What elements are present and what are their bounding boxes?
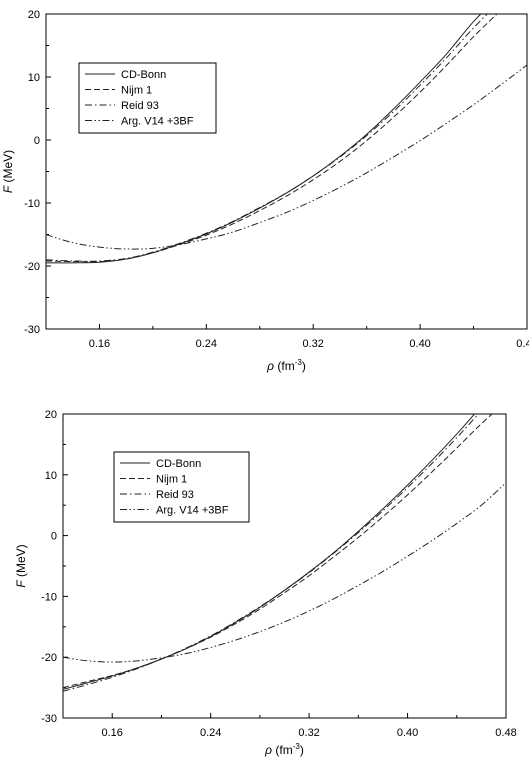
legend-label: Arg. V14 +3BF bbox=[156, 505, 229, 517]
x-tick-label: 0.48 bbox=[516, 338, 529, 350]
x-tick-label: 0.24 bbox=[200, 727, 221, 739]
chart-panel-1: -30 -20 -10 0 10 20 0.16 0.24 0.32 0.40 0.48 ρ (fm-… bbox=[1, 9, 529, 373]
x-axis-label: ρ (fm-3) bbox=[266, 358, 306, 373]
y-tick-label: 0 bbox=[34, 135, 40, 147]
series-line-nijm-1 bbox=[46, 14, 498, 263]
x-tick-label: 0.16 bbox=[102, 727, 123, 739]
legend: CD-Bonn Nijm 1 Reid 93 Arg. V14 +3BF bbox=[78, 62, 217, 134]
y-tick-label: -10 bbox=[24, 198, 40, 210]
legend-label: Arg. V14 +3BF bbox=[121, 116, 194, 128]
legend-label: Reid 93 bbox=[121, 100, 159, 112]
legend-label: Nijm 1 bbox=[121, 85, 152, 97]
x-axis-label: ρ (fm-3) bbox=[264, 742, 304, 757]
y-tick-label: 10 bbox=[45, 470, 57, 482]
x-tick-label: 0.40 bbox=[397, 727, 418, 739]
y-tick-label: -20 bbox=[24, 261, 40, 273]
series-line-arg-v14-3bf bbox=[63, 482, 506, 663]
y-tick-label: -30 bbox=[41, 713, 57, 725]
legend-box bbox=[113, 451, 250, 523]
x-tick-label: 0.48 bbox=[495, 727, 516, 739]
series-line-cd-bonn bbox=[63, 414, 476, 690]
y-tick-label: 20 bbox=[45, 409, 57, 421]
x-tick-label: 0.40 bbox=[409, 338, 430, 350]
series-group bbox=[46, 14, 527, 264]
y-tick-label: -30 bbox=[24, 324, 40, 336]
x-tick-label: 0.32 bbox=[298, 727, 319, 739]
y-axis-label: F (MeV) bbox=[14, 544, 28, 587]
legend: CD-Bonn Nijm 1 Reid 93 Arg. V14 +3BF bbox=[113, 451, 250, 523]
x-tick-label: 0.24 bbox=[196, 338, 217, 350]
legend-box bbox=[78, 62, 217, 134]
series-group bbox=[63, 414, 506, 692]
chart-panel-2: -30 -20 -10 0 10 20 0.16 0.24 0.32 0.40 0.48 ρ (fm-… bbox=[14, 409, 517, 757]
series-line-arg-v14-3bf bbox=[46, 64, 527, 250]
y-axis-label: F (MeV) bbox=[1, 150, 15, 193]
legend-label: Nijm 1 bbox=[156, 474, 187, 486]
y-tick-label: 10 bbox=[28, 72, 40, 84]
legend-label: CD-Bonn bbox=[121, 69, 166, 81]
legend-label: CD-Bonn bbox=[156, 458, 201, 470]
x-tick-label: 0.16 bbox=[89, 338, 110, 350]
series-line-reid-93 bbox=[63, 414, 480, 692]
y-tick-label: 20 bbox=[28, 9, 40, 21]
plot-frame bbox=[45, 13, 528, 330]
y-tick-label: -10 bbox=[41, 591, 57, 603]
y-tick-label: 0 bbox=[51, 531, 57, 543]
y-tick-label: -20 bbox=[41, 652, 57, 664]
series-line-reid-93 bbox=[46, 14, 489, 262]
x-tick-label: 0.32 bbox=[303, 338, 324, 350]
series-line-nijm-1 bbox=[63, 414, 493, 689]
legend-label: Reid 93 bbox=[156, 489, 194, 501]
